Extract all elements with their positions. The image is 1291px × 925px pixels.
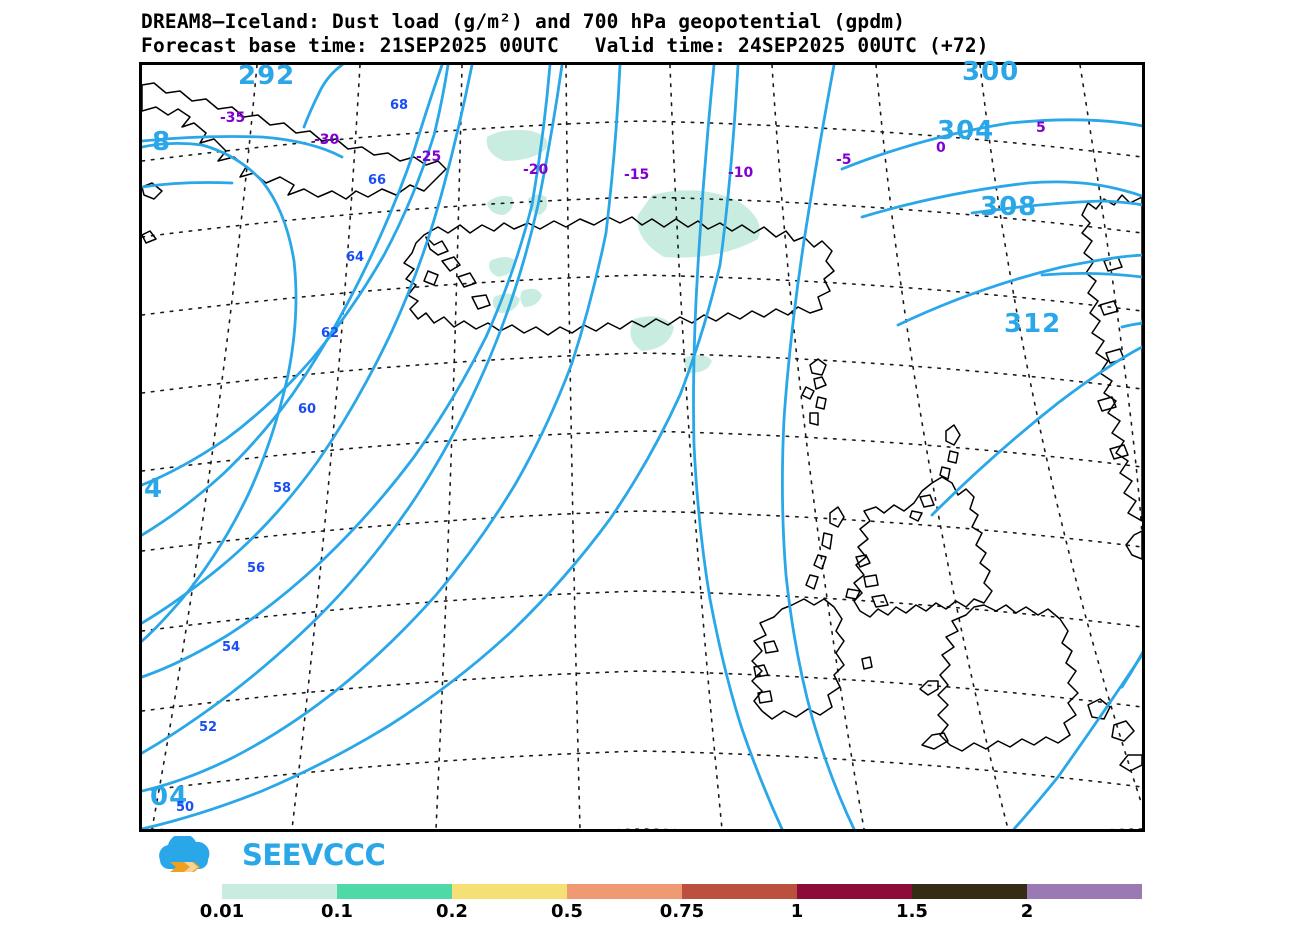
colorbar-tick-0.1: 0.1 [321,901,353,922]
forecast-map[interactable]: 292 8 300 304 308 312 4 04 68 66 64 62 6… [139,57,1145,832]
colorbar-tick-labels: 0.01 0.1 0.2 0.5 0.75 1 1.5 2 [200,901,1142,923]
coastlines [142,82,1142,772]
colorbar-segment-3 [567,884,682,899]
colorbar-segment-0 [222,884,337,899]
colorbar-tick-0.75: 0.75 [659,901,705,922]
colorbar-tick-1.5: 1.5 [896,901,928,922]
colorbar-segment-7 [1027,884,1142,899]
dust-load-colorbar[interactable]: 0.01 0.1 0.2 0.5 0.75 1 1.5 2 [200,884,1142,924]
map-canvas [142,65,1142,829]
page-title: DREAM8—Iceland: Dust load (g/m²) and 700… [141,10,1291,58]
colorbar-strip [222,884,1142,899]
colorbar-segment-5 [797,884,912,899]
colorbar-segment-1 [337,884,452,899]
title-line-1: DREAM8—Iceland: Dust load (g/m²) and 700… [141,10,906,33]
colorbar-segment-4 [682,884,797,899]
seevccc-logo[interactable] [148,836,408,878]
colorbar-tick-0.01: 0.01 [199,901,245,922]
colorbar-tick-0.5: 0.5 [551,901,583,922]
graticule [142,65,1142,829]
colorbar-tick-0.2: 0.2 [436,901,468,922]
geopotential-contours [142,65,1142,829]
title-line-2: Forecast base time: 21SEP2025 00UTC Vali… [141,34,989,57]
colorbar-tick-1: 1 [790,901,804,922]
colorbar-segment-2 [452,884,567,899]
colorbar-segment-6 [912,884,1027,899]
dust-load-shading [486,129,760,373]
map-graphics [142,65,1142,829]
colorbar-tick-2: 2 [1020,901,1034,922]
arrow-icon [170,862,200,872]
seevccc-logo-text: SEEVCCC [242,838,386,872]
